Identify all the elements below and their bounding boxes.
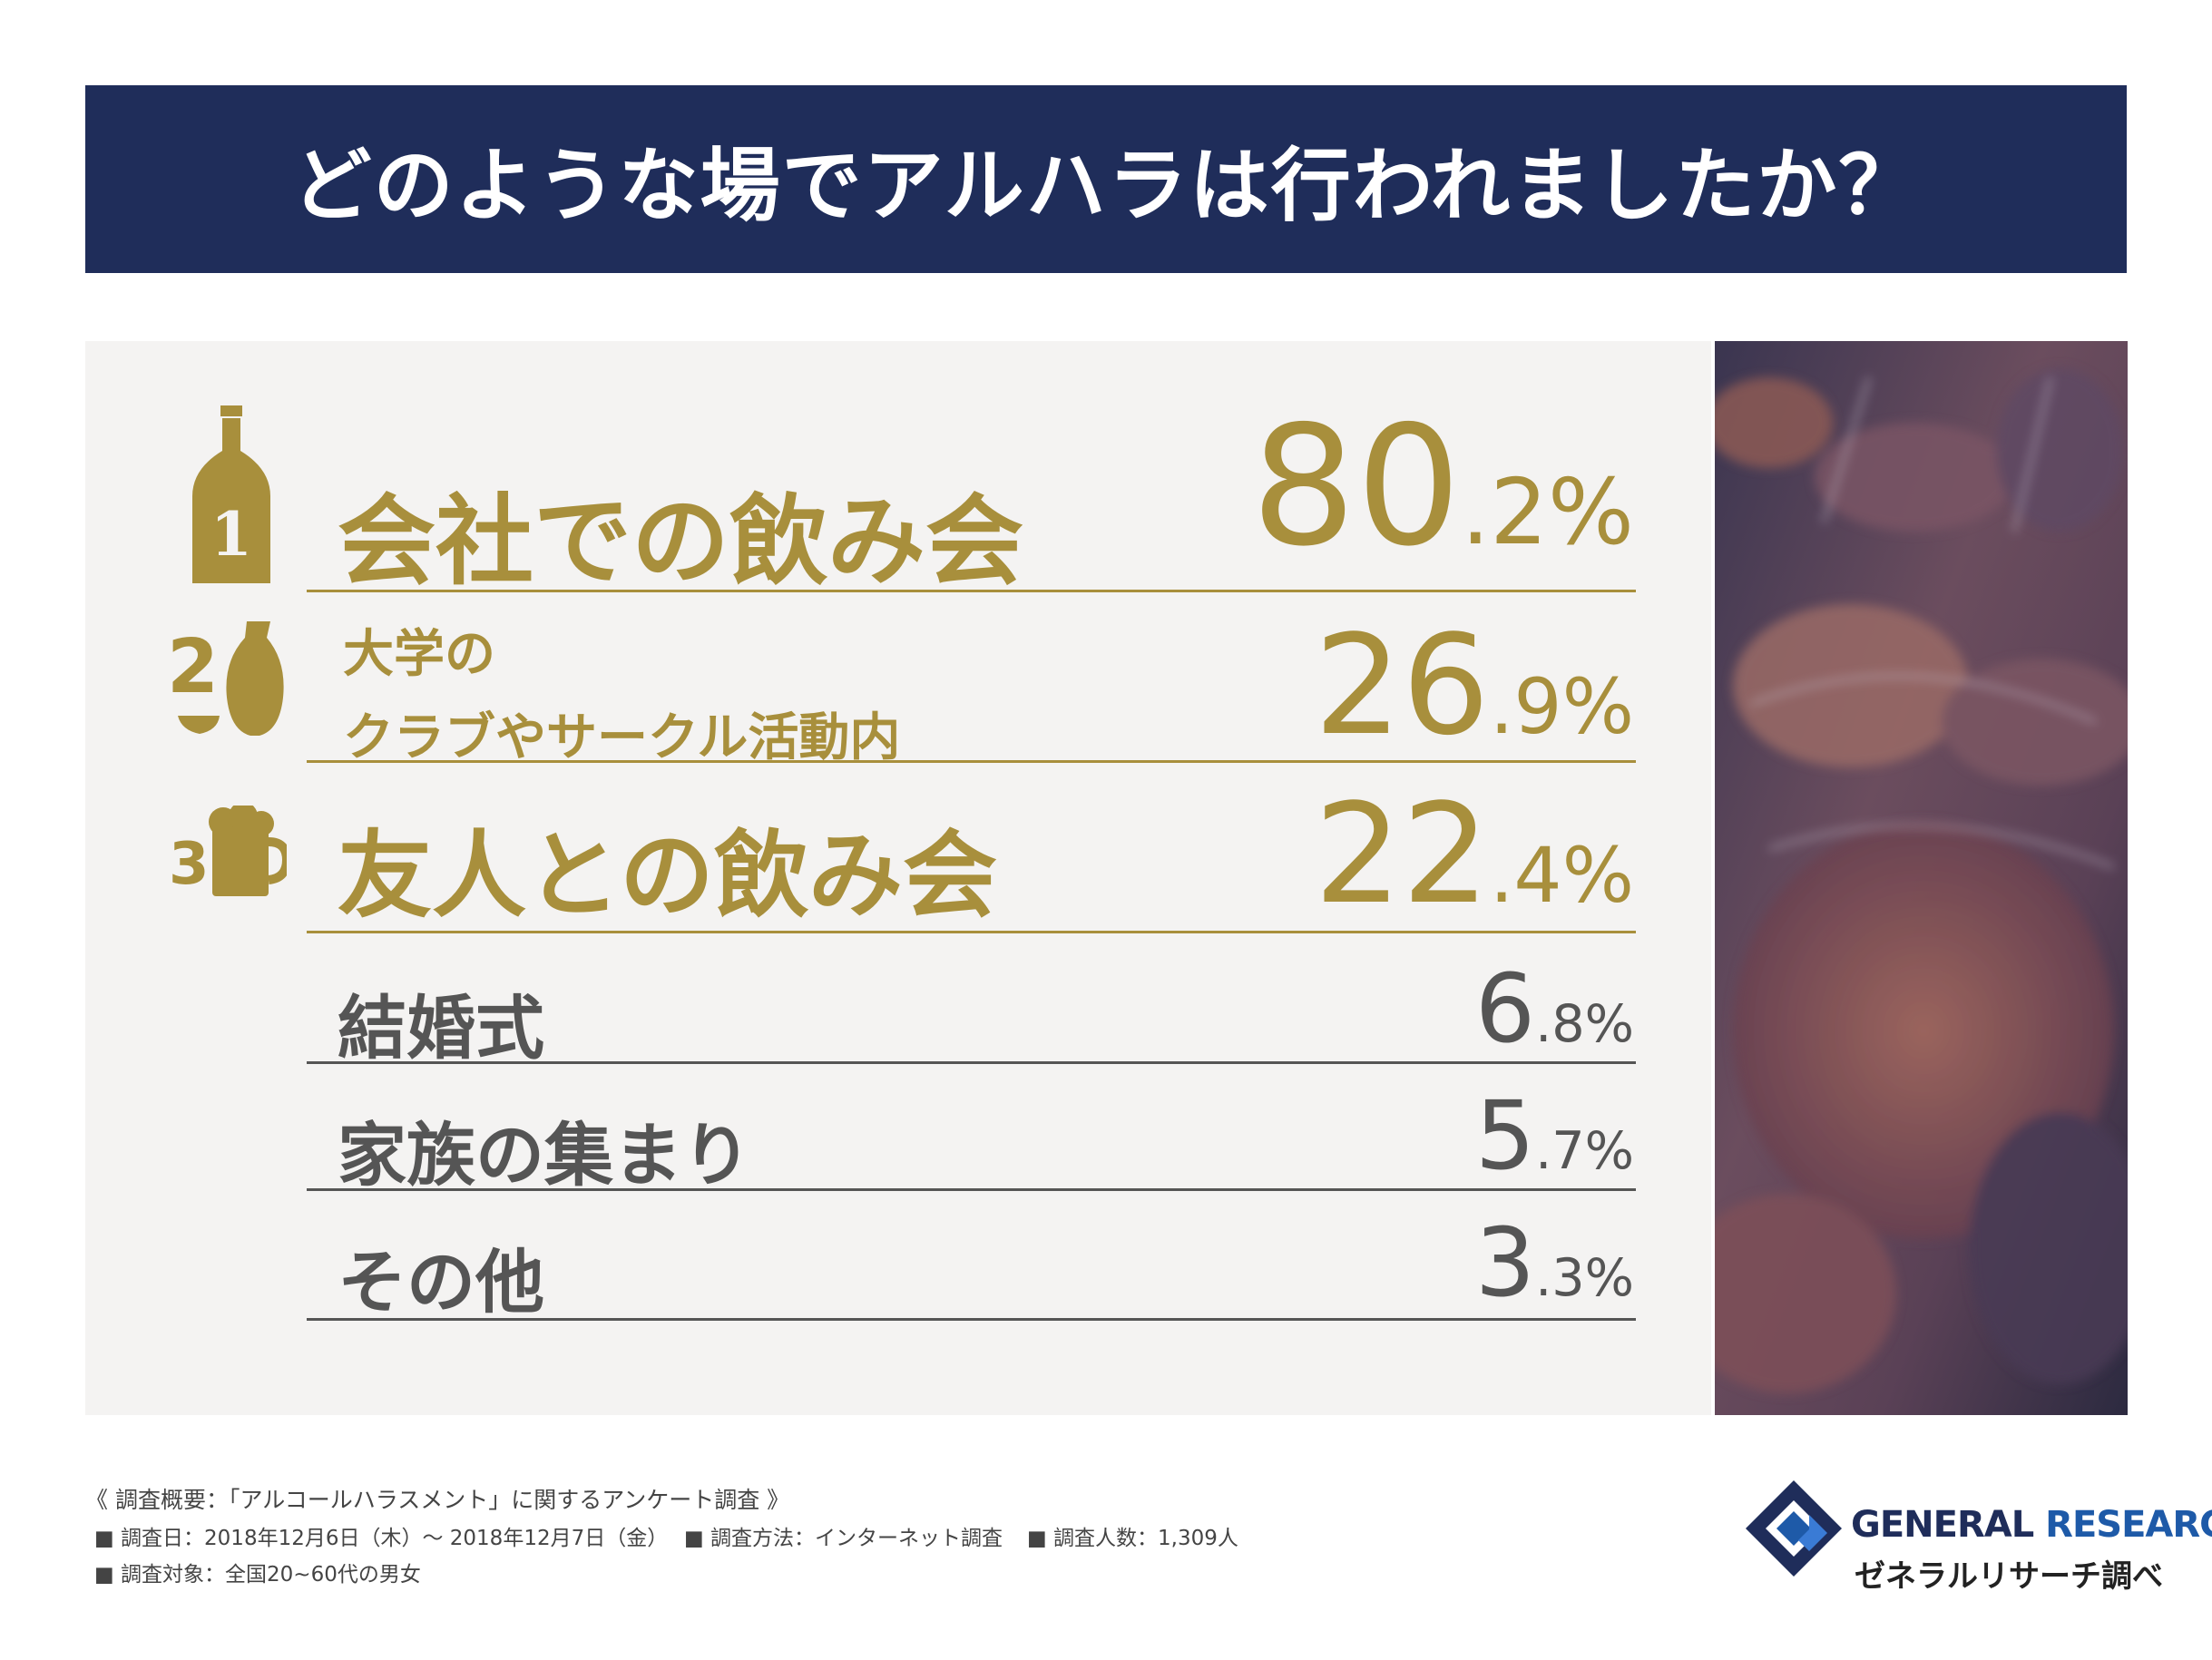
percent-int: 26 <box>1314 605 1490 766</box>
ranking-panel <box>85 341 1711 1415</box>
percent-dec: .9% <box>1489 662 1634 751</box>
title-bar: どのような場でアルハラは行われましたか？ <box>85 85 2127 273</box>
logo-subtitle: ゼネラルリサーチ調べ <box>1855 1558 2163 1595</box>
row-divider <box>307 1318 1636 1321</box>
percent-int: 22 <box>1314 774 1490 934</box>
logo-word-research: RESEARCH <box>2045 1504 2212 1546</box>
row-percent: 80.2% <box>1251 404 1634 569</box>
percent-dec: .4% <box>1489 831 1634 920</box>
row-label: 家族の集まり <box>338 1115 751 1196</box>
logo-word-general: GENERAL <box>1851 1504 2034 1546</box>
survey-summary: 《 調査概要：「アルコールハラスメント」に関するアンケート調査 》 <box>85 1487 790 1513</box>
general-research-logo-icon <box>1746 1480 1842 1577</box>
row-percent: 22.4% <box>1314 786 1634 923</box>
logo-wordmark: GENERAL RESEARCH <box>1851 1504 2212 1546</box>
row-label: 友人との飲み会 <box>338 820 997 931</box>
percent-dec: .3% <box>1535 1248 1634 1308</box>
row-divider <box>307 1061 1636 1064</box>
sake-flask-icon <box>178 621 284 736</box>
row-label: 結婚式 <box>338 988 544 1069</box>
percent-dec: .2% <box>1461 459 1634 565</box>
percent-int: 3 <box>1474 1207 1536 1318</box>
row-label-line1: 大学の <box>343 625 495 684</box>
row-label-line2: クラブやサークル活動内 <box>343 708 901 767</box>
row-percent: 5.7% <box>1475 1089 1634 1183</box>
percent-dec: .7% <box>1535 1121 1634 1181</box>
bottle-icon: 1 <box>192 405 270 583</box>
percent-dec: .8% <box>1535 994 1634 1054</box>
row-percent: 6.8% <box>1475 962 1634 1056</box>
row-divider <box>307 931 1636 933</box>
percent-int: 5 <box>1474 1080 1536 1191</box>
row-divider <box>307 590 1636 592</box>
row-percent: 26.9% <box>1314 617 1634 755</box>
survey-count: ■ 調査人数：1,309人 <box>1027 1527 1238 1550</box>
row-divider <box>307 760 1636 763</box>
row-divider <box>307 1188 1636 1191</box>
rank-number: 3 <box>169 831 210 898</box>
percent-int: 6 <box>1474 953 1536 1064</box>
row-percent: 3.3% <box>1475 1216 1634 1310</box>
survey-date: ■ 調査日：2018年12月6日（木）～ 2018年12月7日（金） <box>94 1527 669 1550</box>
survey-target: ■ 調査対象：全国20~60代の男女 <box>94 1563 421 1587</box>
row-label: 会社での飲み会 <box>338 485 1024 599</box>
beer-photo <box>1715 341 2128 1415</box>
beer-photo-image <box>1715 341 2128 1415</box>
rank-number: 2 <box>167 624 220 710</box>
svg-text:1: 1 <box>210 499 252 570</box>
beer-mug-icon <box>209 806 287 896</box>
percent-int: 80 <box>1250 390 1462 582</box>
survey-method: ■ 調査方法：インターネット調査 <box>684 1527 1003 1550</box>
row-label: その他 <box>338 1242 544 1323</box>
page-title: どのような場でアルハラは行われましたか？ <box>291 139 1921 232</box>
